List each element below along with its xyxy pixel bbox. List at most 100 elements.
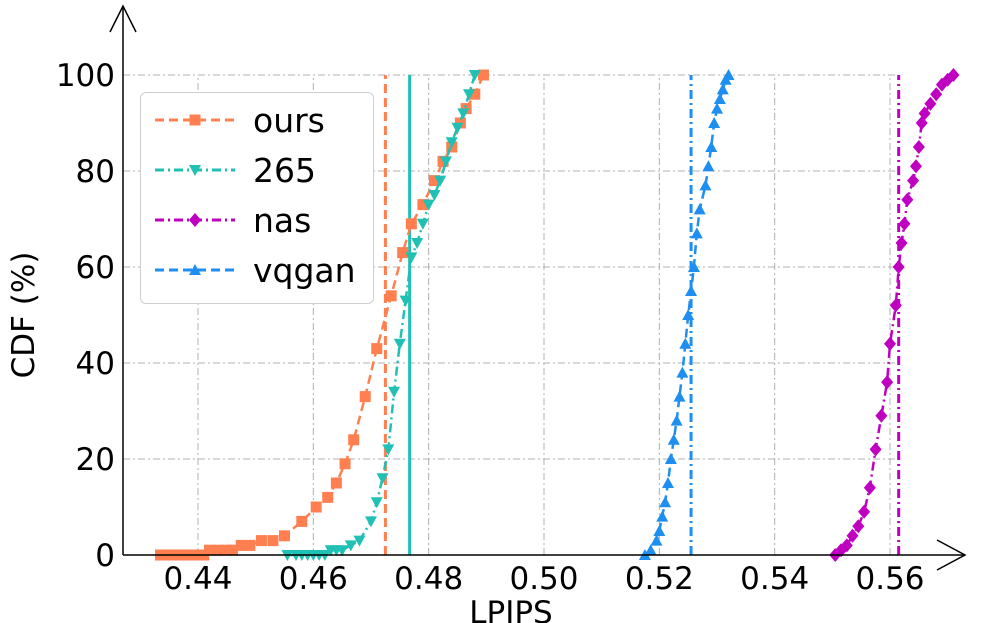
data-point [399, 295, 412, 307]
grid-lines [123, 74, 895, 555]
legend-swatch [155, 114, 235, 126]
y-tick-label: 0 [95, 538, 115, 574]
x-tick-label: 0.50 [509, 561, 578, 597]
series-265 [281, 70, 481, 561]
legend-marker [189, 264, 201, 275]
legend-swatch [155, 165, 235, 176]
axes [109, 4, 967, 571]
data-point [393, 338, 406, 350]
data-point [353, 535, 366, 547]
data-point [322, 491, 334, 503]
data-point [711, 102, 724, 114]
data-point [457, 108, 470, 120]
data-point [221, 544, 233, 556]
legend-item-vqgan: vqgan [141, 247, 373, 293]
data-point [212, 544, 224, 556]
data-point [676, 366, 689, 378]
legend-marker [189, 213, 201, 227]
legend-label: 265 [253, 151, 316, 190]
data-point [370, 497, 383, 509]
data-point [244, 539, 256, 551]
data-point [405, 252, 418, 264]
data-point [405, 218, 417, 230]
data-point [659, 496, 672, 508]
data-point [713, 93, 726, 104]
data-point [296, 515, 308, 527]
data-point [907, 173, 920, 188]
data-point [434, 175, 447, 187]
x-tick-label: 0.56 [856, 561, 925, 597]
x-tick-label: 0.46 [279, 561, 348, 597]
data-point [397, 247, 409, 259]
legend-swatch [155, 213, 235, 227]
data-point [869, 442, 882, 457]
data-point [227, 544, 239, 556]
data-point [336, 545, 349, 557]
data-point [653, 525, 666, 536]
y-axis-label: CDF (%) [6, 252, 42, 379]
x-tick-label: 0.44 [163, 561, 232, 597]
data-point [376, 473, 389, 485]
data-point [852, 519, 865, 534]
data-point [884, 336, 897, 351]
data-point [881, 375, 894, 390]
data-point [463, 89, 476, 101]
data-point [411, 238, 424, 249]
data-point [863, 480, 876, 495]
data-point [699, 179, 712, 191]
y-tick-label: 40 [76, 346, 115, 382]
x-tick-label: 0.48 [394, 561, 463, 597]
data-point [918, 106, 931, 121]
data-point [892, 260, 905, 274]
data-point [670, 414, 683, 426]
legend-item-ours: ours [141, 97, 373, 143]
legend: ours 265 nas vqgan [140, 92, 374, 304]
x-axis-arrow-icon [936, 539, 967, 571]
y-axis-arrow-icon [109, 4, 137, 33]
legend-marker [189, 114, 201, 126]
data-point [468, 70, 481, 81]
x-tick-label: 0.54 [740, 561, 809, 597]
data-point [898, 216, 911, 231]
data-point [364, 516, 377, 528]
data-point [682, 309, 695, 320]
data-point [889, 298, 902, 313]
data-point [422, 199, 435, 211]
data-point [656, 510, 669, 522]
data-point [235, 539, 247, 551]
data-point [679, 337, 692, 349]
legend-item-nas: nas [141, 197, 373, 243]
data-point [267, 535, 279, 547]
y-tick-label: 60 [76, 250, 115, 286]
legend-swatch [155, 264, 235, 275]
legend-label: vqgan [253, 251, 356, 290]
data-point [204, 544, 216, 556]
data-point [722, 69, 735, 80]
data-point [344, 540, 357, 552]
data-point [451, 122, 464, 134]
data-point [428, 175, 440, 187]
data-point [382, 444, 395, 456]
data-point [371, 343, 383, 355]
data-point [664, 453, 677, 464]
data-point [650, 534, 663, 546]
mean-lines [383, 75, 901, 555]
legend-item-265: 265 [141, 147, 373, 193]
data-point [708, 117, 721, 128]
data-point [673, 390, 686, 402]
data-point [716, 83, 729, 95]
data-point [930, 87, 943, 102]
tick-labels: 0.44 0.46 0.48 0.50 0.52 0.54 0.56 0 20 40 60 80 100 [56, 58, 925, 597]
data-point [693, 203, 706, 215]
data-point [690, 227, 703, 239]
data-point [912, 140, 925, 154]
data-point [428, 190, 441, 201]
series-nas [829, 68, 960, 562]
data-point [909, 159, 922, 174]
data-point [846, 528, 859, 543]
data-point [924, 96, 937, 111]
data-point [477, 69, 489, 81]
data-point [667, 433, 680, 445]
data-point [385, 290, 397, 302]
